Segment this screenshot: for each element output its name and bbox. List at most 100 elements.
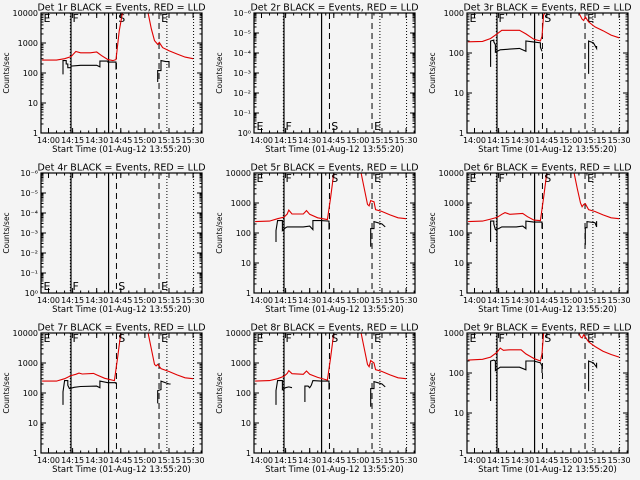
y-tick-label: 10⁻¹ xyxy=(233,109,251,118)
marker-label-e: E xyxy=(587,12,594,25)
x-tick-label: 14:00 xyxy=(250,456,273,465)
y-tick-label: 1000 xyxy=(18,359,38,368)
x-tick-label: 14:30 xyxy=(298,136,321,145)
marker-label-e: E xyxy=(257,172,264,185)
marker-label-e: E xyxy=(44,332,51,345)
x-tick-label: 14:00 xyxy=(463,296,486,305)
y-tick-label: 10⁰ xyxy=(25,289,38,298)
y-tick-label: 100 xyxy=(449,49,464,58)
x-tick-label: 15:00 xyxy=(133,136,156,145)
series-lld xyxy=(468,13,620,43)
series-events xyxy=(304,380,330,402)
x-tick-label: 15:30 xyxy=(608,456,631,465)
series-events xyxy=(157,59,170,82)
marker-label-s: S xyxy=(118,280,125,293)
y-tick-label: 1 xyxy=(459,449,464,458)
y-axis-label: Counts/sec xyxy=(428,52,437,93)
y-tick-label: 10 xyxy=(454,89,464,98)
x-axis-label: Start Time (01-Aug-12 13:55:20) xyxy=(478,465,617,475)
plot-frame xyxy=(40,332,203,454)
marker-label-e: E xyxy=(161,12,168,25)
x-tick-label: 14:15 xyxy=(274,456,297,465)
y-tick-label: 1000 xyxy=(18,39,38,48)
plot-frame xyxy=(40,12,203,134)
series-lld xyxy=(42,13,194,62)
marker-label-e: E xyxy=(374,172,381,185)
series-events xyxy=(62,380,117,405)
y-tick-label: 10 xyxy=(454,409,464,418)
y-tick-label: 1000 xyxy=(444,329,464,338)
y-tick-label: 100 xyxy=(23,389,38,398)
x-tick-label: 15:00 xyxy=(559,296,582,305)
x-tick-label: 14:30 xyxy=(298,456,321,465)
plot-frame xyxy=(40,172,203,294)
y-tick-label: 10⁰ xyxy=(238,129,251,138)
x-tick-label: 14:15 xyxy=(61,136,84,145)
panel-title: Det 6r BLACK = Events, RED = LLD xyxy=(463,163,631,174)
y-tick-label: 10000 xyxy=(226,169,251,178)
marker-label-f: F xyxy=(72,280,78,293)
x-tick-label: 14:15 xyxy=(487,296,510,305)
marker-label-s: S xyxy=(544,332,551,345)
y-tick-label: 10 xyxy=(454,259,464,268)
panel-title: Det 9r BLACK = Events, RED = LLD xyxy=(463,323,631,334)
y-tick-label: 1000 xyxy=(231,359,251,368)
marker-label-f: F xyxy=(498,332,504,345)
marker-label-s: S xyxy=(331,172,338,185)
marker-label-f: F xyxy=(285,120,291,133)
x-tick-label: 15:30 xyxy=(182,296,205,305)
x-tick-label: 15:00 xyxy=(133,296,156,305)
y-tick-label: 100 xyxy=(449,229,464,238)
marker-label-s: S xyxy=(331,332,338,345)
x-tick-label: 14:45 xyxy=(322,136,345,145)
series-events xyxy=(370,380,386,407)
marker-label-e: E xyxy=(470,172,477,185)
x-axis-label: Start Time (01-Aug-12 13:55:20) xyxy=(52,465,191,475)
x-tick-label: 15:15 xyxy=(370,296,393,305)
y-tick-label: 100 xyxy=(449,369,464,378)
x-tick-label: 15:15 xyxy=(370,136,393,145)
y-axis-label: Counts/sec xyxy=(2,212,11,253)
marker-label-e: E xyxy=(587,172,594,185)
marker-label-e: E xyxy=(161,280,168,293)
x-axis-label: Start Time (01-Aug-12 13:55:20) xyxy=(52,305,191,315)
y-tick-label: 10 xyxy=(241,419,251,428)
series-events xyxy=(157,380,171,404)
x-tick-label: 15:15 xyxy=(157,136,180,145)
x-tick-label: 14:30 xyxy=(298,296,321,305)
x-axis-label: Start Time (01-Aug-12 13:55:20) xyxy=(265,305,404,315)
y-tick-label: 10000 xyxy=(226,329,251,338)
marker-label-f: F xyxy=(498,12,504,25)
y-tick-label: 10 xyxy=(241,259,251,268)
y-tick-label: 10000 xyxy=(13,9,38,18)
y-tick-label: 1000 xyxy=(444,199,464,208)
x-tick-label: 15:30 xyxy=(395,296,418,305)
y-tick-label: 1000 xyxy=(231,199,251,208)
x-tick-label: 15:00 xyxy=(133,456,156,465)
series-lld xyxy=(468,333,620,362)
marker-label-e: E xyxy=(257,332,264,345)
marker-label-e: E xyxy=(257,120,264,133)
x-tick-label: 14:45 xyxy=(535,296,558,305)
y-tick-label: 1 xyxy=(33,129,38,138)
marker-label-f: F xyxy=(285,172,291,185)
x-tick-label: 15:00 xyxy=(346,456,369,465)
marker-label-e: E xyxy=(161,332,168,345)
x-axis-label: Start Time (01-Aug-12 13:55:20) xyxy=(265,465,404,475)
series-events xyxy=(584,220,598,245)
x-tick-label: 14:45 xyxy=(109,136,132,145)
y-axis-label: Counts/sec xyxy=(428,372,437,413)
x-tick-label: 15:30 xyxy=(182,136,205,145)
series-lld xyxy=(255,333,407,382)
x-axis-label: Start Time (01-Aug-12 13:55:20) xyxy=(478,305,617,315)
x-tick-label: 15:15 xyxy=(583,296,606,305)
x-tick-label: 14:00 xyxy=(37,296,60,305)
y-tick-label: 1 xyxy=(246,289,251,298)
x-tick-label: 14:15 xyxy=(274,136,297,145)
panel-title: Det 4r BLACK = Events, RED = LLD xyxy=(37,163,205,174)
